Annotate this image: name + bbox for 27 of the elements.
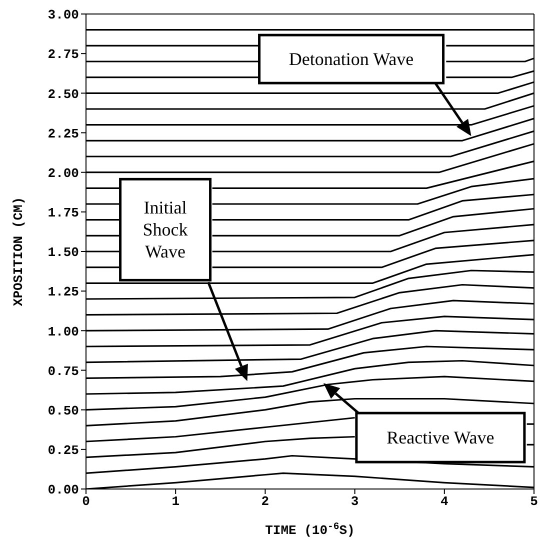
annotation: Reactive Wave <box>386 428 494 448</box>
y-tick-label: 2.00 <box>48 166 80 181</box>
callout-box: Reactive Wave <box>355 412 526 464</box>
x-tick-label: 3 <box>350 494 359 510</box>
y-tick-label: 0.75 <box>48 364 80 379</box>
y-tick-label: 2.25 <box>48 126 80 142</box>
y-tick-label: 3.00 <box>48 8 80 23</box>
y-tick-label: 0.00 <box>48 482 80 498</box>
y-tick-label: 2.75 <box>48 47 80 62</box>
y-tick-label: 1.25 <box>48 284 80 300</box>
callout-box: Initial Shock Wave <box>119 178 212 282</box>
callout-box: Detonation Wave <box>258 34 445 84</box>
y-tick-label: 1.50 <box>48 245 80 260</box>
x-tick-label: 0 <box>82 494 90 510</box>
y-tick-label: 1.00 <box>48 324 80 340</box>
x-tick-label: 4 <box>440 494 448 510</box>
y-tick-label: 0.50 <box>48 403 80 418</box>
x-tick-label: 5 <box>530 494 538 510</box>
annotation: Initial Shock Wave <box>142 198 188 262</box>
y-axis-title: XPOSITION (CM) <box>11 196 26 306</box>
y-tick-label: 2.50 <box>48 86 80 102</box>
x-tick-label: 1 <box>172 494 180 510</box>
x-axis-title: TIME (10$^{-6}$S) <box>265 520 355 538</box>
y-tick-label: 1.75 <box>48 206 80 221</box>
x-tick-label: 2 <box>261 494 270 510</box>
annotation: Detonation Wave <box>288 49 414 70</box>
y-tick-label: 0.25 <box>48 443 80 458</box>
